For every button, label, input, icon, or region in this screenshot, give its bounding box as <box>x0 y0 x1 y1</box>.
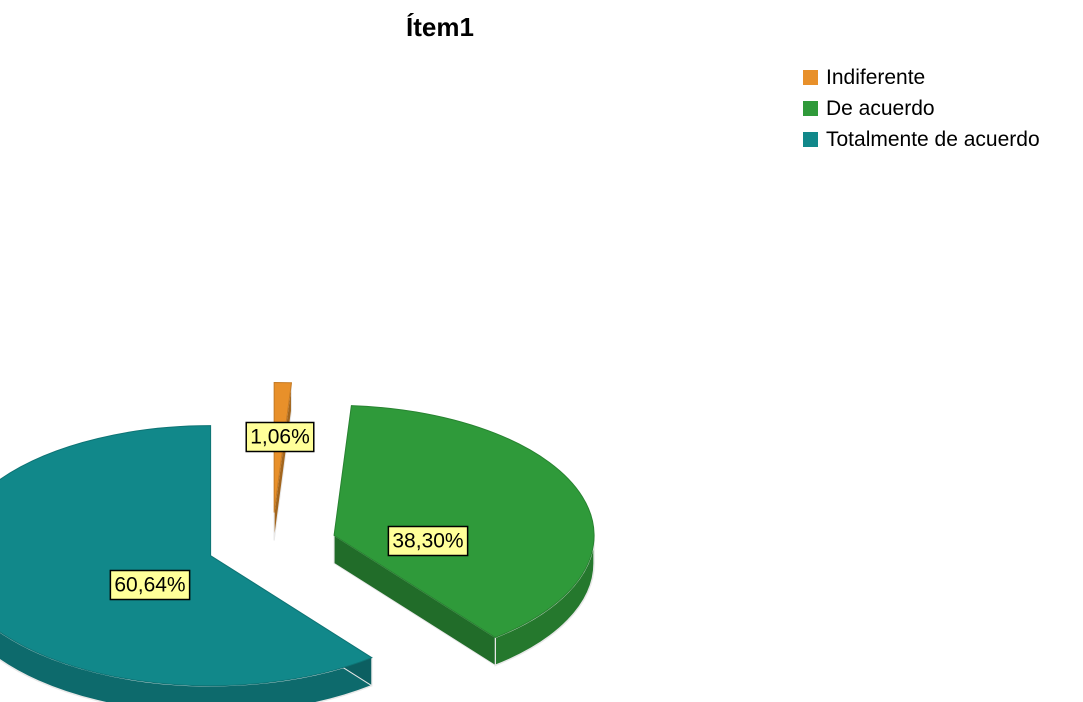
legend-item-de-acuerdo: De acuerdo <box>803 93 1040 124</box>
data-label-indiferente: 1,06% <box>250 426 310 449</box>
legend-label-totalmente-de-acuerdo: Totalmente de acuerdo <box>826 127 1040 151</box>
legend-swatch-indiferente <box>803 70 818 85</box>
legend-label-indiferente: Indiferente <box>826 65 926 89</box>
pie-slice-totalmente-de-acuerdo <box>0 425 373 687</box>
data-label-de-acuerdo: 38,30% <box>392 530 463 553</box>
data-label-box-de-acuerdo <box>387 525 469 557</box>
legend-swatch-totalmente-de-acuerdo <box>803 132 818 147</box>
pie-data-labels: 1,06% 38,30% 60,64% <box>109 421 469 601</box>
chart-title: Ítem1 <box>406 12 474 42</box>
legend-item-indiferente: Indiferente <box>803 62 1040 93</box>
legend-label-de-acuerdo: De acuerdo <box>826 96 935 120</box>
pie-slice-tops <box>0 382 595 687</box>
data-label-box-indiferente <box>245 421 315 453</box>
data-label-totalmente-de-acuerdo: 60,64% <box>114 574 185 597</box>
data-label-box-totalmente-de-acuerdo <box>109 569 191 601</box>
legend-item-totalmente-de-acuerdo: Totalmente de acuerdo <box>803 124 1040 155</box>
pie-slice-de-acuerdo <box>333 405 595 638</box>
legend: Indiferente De acuerdo Totalmente de acu… <box>803 62 1040 155</box>
legend-swatch-de-acuerdo <box>803 101 818 116</box>
